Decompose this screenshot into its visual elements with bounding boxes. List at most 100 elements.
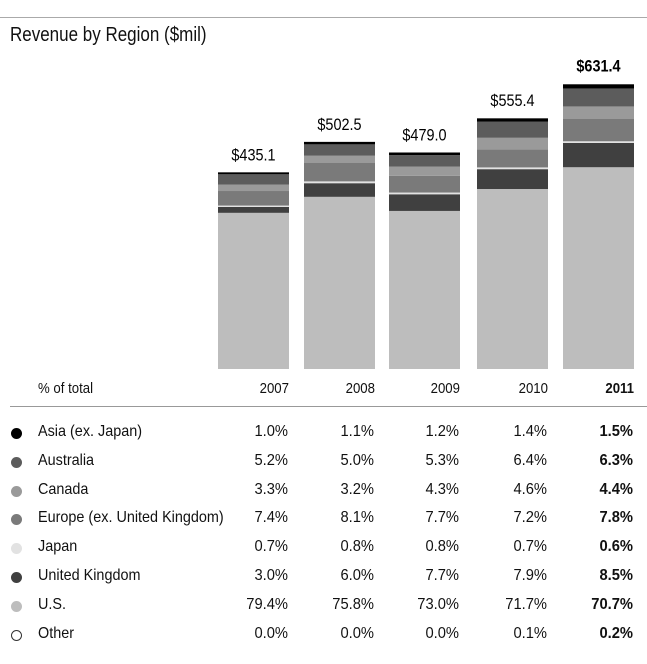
percent-cell-2009: 73.0% bbox=[417, 595, 459, 613]
percent-cell-2009: 7.7% bbox=[425, 509, 459, 527]
percent-cell-2009: 1.2% bbox=[425, 423, 459, 440]
bar-segment-australia-2008 bbox=[304, 144, 375, 156]
bar-segment-japan-2008 bbox=[304, 181, 375, 184]
bar-segment-asia-ex-japan--2008 bbox=[304, 141, 375, 145]
bar-segment-asia-ex-japan--2011 bbox=[563, 84, 634, 89]
table-row: Asia (ex. Japan) 1.0% 1.1% 1.2% 1.4% 1.5% bbox=[0, 421, 647, 449]
legend-label: U.S. bbox=[38, 595, 67, 613]
bar-segment-united-kingdom-2009 bbox=[389, 194, 460, 211]
bar-segment-europe-ex-united-kingdom--2009 bbox=[389, 175, 460, 193]
percent-cell-2011: 0.2% bbox=[599, 624, 633, 642]
bar-segment-u-s--2010 bbox=[477, 189, 548, 369]
percent-cell-2008: 5.0% bbox=[340, 451, 374, 469]
total-label-2007: $435.1 bbox=[231, 146, 275, 164]
top-rule bbox=[0, 17, 647, 18]
bar-segment-united-kingdom-2008 bbox=[304, 183, 375, 197]
year-header-2010: 2010 bbox=[518, 380, 548, 397]
percent-cell-2007: 5.2% bbox=[254, 451, 288, 469]
bar-plot: $435.1 $502.5 $479.0 $555.4 $631.4 bbox=[218, 58, 634, 369]
bar-segment-europe-ex-united-kingdom--2010 bbox=[477, 149, 548, 168]
bar-segment-japan-2010 bbox=[477, 167, 548, 170]
year-header-2009: 2009 bbox=[430, 380, 460, 397]
legend-swatch-icon bbox=[11, 629, 22, 641]
percent-cell-2010: 71.7% bbox=[505, 595, 547, 613]
legend-swatch-icon bbox=[11, 514, 22, 526]
percent-cell-2009: 7.7% bbox=[425, 567, 459, 584]
percent-cell-2010: 0.7% bbox=[513, 538, 547, 556]
legend-label: Other bbox=[38, 624, 75, 642]
table-row: Canada 3.3% 3.2% 4.3% 4.6% 4.4% bbox=[0, 479, 647, 507]
bar-segment-australia-2011 bbox=[563, 88, 634, 107]
legend-label: Japan bbox=[38, 538, 78, 556]
bar-segment-canada-2011 bbox=[563, 106, 634, 119]
legend-label: Asia (ex. Japan) bbox=[38, 423, 143, 440]
legend-swatch-icon bbox=[11, 543, 22, 555]
legend-swatch-icon bbox=[11, 485, 22, 497]
percent-cell-2007: 79.4% bbox=[246, 595, 288, 613]
percent-cell-2008: 0.0% bbox=[340, 624, 374, 642]
bar-segment-australia-2007 bbox=[218, 174, 289, 185]
bar-segment-canada-2010 bbox=[477, 137, 548, 150]
bar-segment-canada-2008 bbox=[304, 155, 375, 163]
table-row: Australia 5.2% 5.0% 5.3% 6.4% 6.3% bbox=[0, 450, 647, 478]
percent-cell-2011: 7.8% bbox=[599, 509, 633, 527]
bar-segment-asia-ex-japan--2010 bbox=[477, 118, 548, 122]
percent-cell-2010: 7.2% bbox=[513, 509, 547, 527]
percent-cell-2007: 0.0% bbox=[254, 624, 288, 642]
bar-segment-united-kingdom-2007 bbox=[218, 206, 289, 213]
percent-cell-2008: 3.2% bbox=[340, 480, 374, 498]
percent-cell-2010: 0.1% bbox=[513, 624, 547, 642]
separator bbox=[10, 406, 647, 407]
legend-label: Canada bbox=[38, 480, 89, 498]
percent-cell-2011: 6.3% bbox=[599, 451, 633, 469]
percent-cell-2010: 1.4% bbox=[513, 423, 547, 440]
percent-cell-2007: 3.0% bbox=[254, 567, 288, 584]
percent-cell-2008: 8.1% bbox=[340, 509, 374, 527]
total-label-2011: $631.4 bbox=[576, 58, 620, 76]
bar-segment-other-2011 bbox=[563, 83, 634, 85]
year-header-2011: 2011 bbox=[605, 380, 634, 397]
percent-cell-2011: 0.6% bbox=[599, 538, 633, 556]
year-header-2007: 2007 bbox=[259, 380, 289, 397]
percent-cell-2008: 1.1% bbox=[340, 423, 374, 440]
bar-segment-united-kingdom-2011 bbox=[563, 142, 634, 168]
percent-cell-2010: 4.6% bbox=[513, 480, 547, 498]
percent-cell-2007: 3.3% bbox=[254, 480, 288, 498]
legend-label: Australia bbox=[38, 451, 95, 469]
legend-label: Europe (ex. United Kingdom) bbox=[38, 509, 224, 527]
total-label-2010: $555.4 bbox=[490, 92, 534, 110]
percent-cell-2011: 4.4% bbox=[599, 480, 633, 498]
table-row: Japan 0.7% 0.8% 0.8% 0.7% 0.6% bbox=[0, 536, 647, 564]
percent-cell-2010: 7.9% bbox=[513, 567, 547, 584]
percent-cell-2007: 1.0% bbox=[254, 423, 288, 440]
percent-cell-2010: 6.4% bbox=[513, 451, 547, 469]
percent-cell-2011: 70.7% bbox=[591, 595, 633, 613]
percent-cell-2008: 75.8% bbox=[332, 595, 374, 613]
bar-segment-u-s--2008 bbox=[304, 196, 375, 369]
bar-segment-europe-ex-united-kingdom--2011 bbox=[563, 118, 634, 142]
percent-cell-2008: 6.0% bbox=[340, 567, 374, 584]
bar-segment-japan-2007 bbox=[218, 205, 289, 207]
percent-cell-2008: 0.8% bbox=[340, 538, 374, 556]
chart-title: Revenue by Region ($mil) bbox=[10, 24, 207, 46]
total-label-2008: $502.5 bbox=[317, 116, 361, 134]
total-label-2009: $479.0 bbox=[402, 126, 446, 144]
table-row: U.S. 79.4% 75.8% 73.0% 71.7% 70.7% bbox=[0, 594, 647, 622]
table-row: United Kingdom 3.0% 6.0% 7.7% 7.9% 8.5% bbox=[0, 565, 647, 593]
percent-cell-2007: 0.7% bbox=[254, 538, 288, 556]
percent-cell-2009: 4.3% bbox=[425, 480, 459, 498]
percent-cell-2011: 1.5% bbox=[599, 423, 633, 440]
bar-segment-u-s--2009 bbox=[389, 210, 460, 369]
bar-segment-u-s--2007 bbox=[218, 212, 289, 369]
year-header-2008: 2008 bbox=[345, 380, 375, 397]
bar-segment-australia-2010 bbox=[477, 121, 548, 138]
bar-segment-japan-2009 bbox=[389, 192, 460, 195]
bar-segment-canada-2007 bbox=[218, 184, 289, 192]
bar-segment-australia-2009 bbox=[389, 155, 460, 167]
table-row: Europe (ex. United Kingdom) 7.4% 8.1% 7.7% 7… bbox=[0, 507, 647, 535]
percent-cell-2009: 0.0% bbox=[425, 624, 459, 642]
bar-segment-u-s--2011 bbox=[563, 167, 634, 369]
bar-segment-europe-ex-united-kingdom--2007 bbox=[218, 191, 289, 206]
percent-cell-2009: 0.8% bbox=[425, 538, 459, 556]
